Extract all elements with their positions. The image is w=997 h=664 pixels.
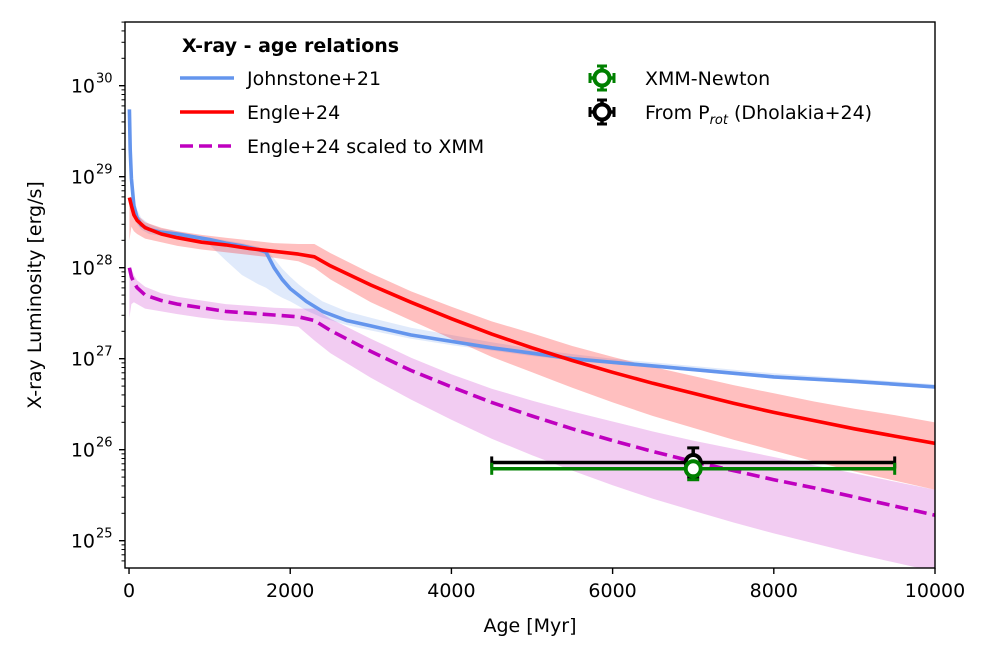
legend-label: From Prot (Dholakia+24) bbox=[645, 102, 872, 128]
legend-label: Engle+24 scaled to XMM bbox=[247, 136, 484, 158]
x-tick-label: 6000 bbox=[588, 580, 636, 602]
y-tick-label: 10 bbox=[71, 258, 95, 280]
y-tick-label: 10 bbox=[71, 531, 95, 553]
legend-label: Engle+24 bbox=[247, 102, 340, 124]
legend-label: Johnstone+21 bbox=[246, 68, 381, 90]
y-tick-exponent: 28 bbox=[96, 254, 113, 269]
legend-marker bbox=[588, 98, 616, 126]
x-axis-ticks: 0 2000 4000 6000 8000 10000 bbox=[123, 568, 965, 602]
x-tick-label: 4000 bbox=[427, 580, 475, 602]
legend-marker-circle bbox=[592, 102, 612, 122]
x-tick-label: 10000 bbox=[905, 580, 965, 602]
y-axis-label: X-ray Luminosity [erg/s] bbox=[24, 181, 46, 409]
y-tick-exponent: 26 bbox=[96, 436, 113, 451]
y-tick-exponent: 30 bbox=[96, 72, 113, 87]
band-2 bbox=[129, 197, 935, 490]
band-1 bbox=[129, 109, 935, 389]
x-axis-label: Age [Myr] bbox=[483, 615, 576, 637]
y-tick-label: 10 bbox=[71, 349, 95, 371]
y-tick-label: 10 bbox=[71, 167, 95, 189]
legend-title: X-ray - age relations bbox=[182, 35, 399, 57]
errorbar-points bbox=[490, 446, 897, 482]
y-tick-exponent: 29 bbox=[96, 163, 113, 178]
uncertainty-bands bbox=[129, 109, 935, 568]
series-lines bbox=[127, 109, 935, 517]
x-tick-label: 2000 bbox=[266, 580, 314, 602]
errorbar-marker bbox=[683, 459, 703, 479]
legend-marker-circle bbox=[592, 68, 612, 88]
legend: X-ray - age relations Johnstone+21 Engle+… bbox=[180, 35, 872, 158]
y-tick-exponent: 27 bbox=[96, 345, 113, 360]
y-tick-exponent: 25 bbox=[96, 527, 113, 542]
legend-marker bbox=[588, 64, 616, 92]
series-line-3 bbox=[127, 267, 935, 517]
y-tick-label: 10 bbox=[71, 76, 95, 98]
errorbar-point-1 bbox=[490, 459, 897, 482]
x-tick-label: 0 bbox=[123, 580, 135, 602]
legend-label: XMM-Newton bbox=[645, 68, 770, 90]
series-line-2 bbox=[127, 197, 935, 446]
x-tick-label: 8000 bbox=[750, 580, 798, 602]
y-tick-label: 10 bbox=[71, 440, 95, 462]
